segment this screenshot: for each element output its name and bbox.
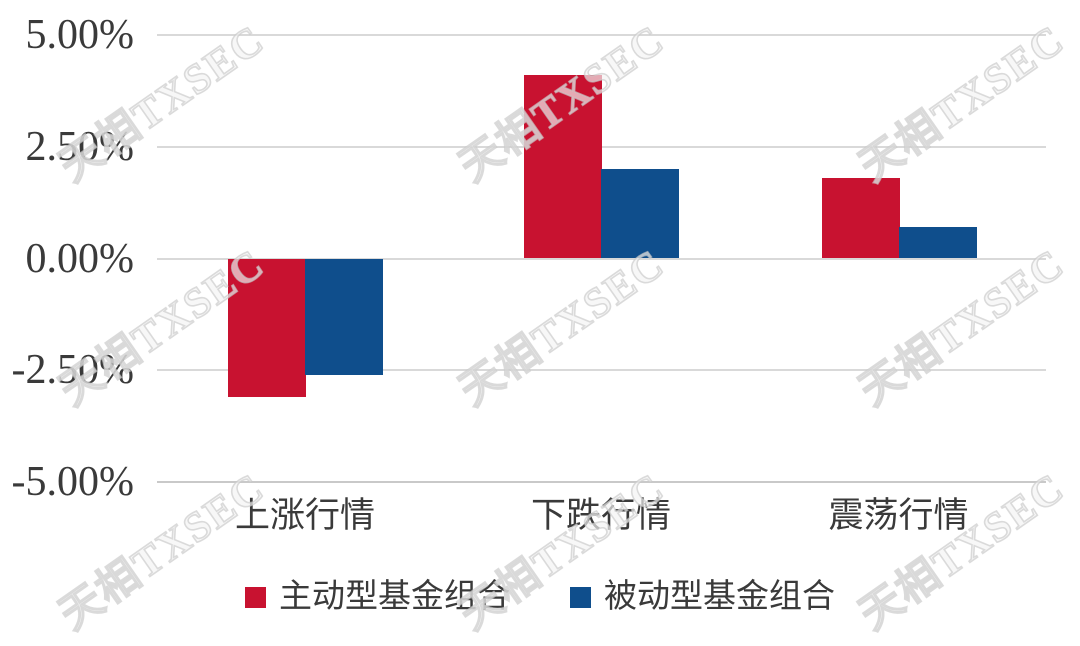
- y-tick-label: 5.00%: [25, 12, 135, 58]
- bar-active-fund-group-0: [228, 258, 306, 398]
- y-tick-label: 0.00%: [25, 235, 135, 282]
- legend: 主动型基金组合 被动型基金组合: [0, 578, 1080, 616]
- legend-label-active-fund: 主动型基金组合: [279, 579, 510, 615]
- legend-swatch-active-fund-icon: [245, 586, 266, 608]
- x-category-label: 上涨行情: [234, 496, 375, 535]
- bar-passive-fund-group-0: [305, 258, 383, 375]
- gridline: [157, 34, 1046, 36]
- bar-active-fund-group-2: [821, 178, 900, 259]
- plot-area: [157, 34, 1046, 483]
- y-tick-label: 2.50%: [25, 123, 135, 170]
- legend-label-passive-fund: 被动型基金组合: [604, 579, 835, 615]
- y-tick-label: -5.00%: [11, 459, 134, 505]
- gridline: [157, 257, 1046, 260]
- legend-swatch-passive-fund-icon: [570, 586, 591, 608]
- x-category-label: 下跌行情: [530, 496, 671, 535]
- x-category-label: 震荡行情: [828, 496, 969, 535]
- legend-item-active-fund: 主动型基金组合: [245, 578, 510, 616]
- y-tick-label: -2.50%: [11, 347, 134, 394]
- legend-item-passive-fund: 被动型基金组合: [570, 578, 835, 616]
- bar-passive-fund-group-2: [898, 227, 977, 259]
- bar-active-fund-group-1: [524, 75, 602, 259]
- bar-passive-fund-group-1: [601, 169, 679, 259]
- gridline: [157, 481, 1046, 483]
- gridline: [157, 369, 1046, 372]
